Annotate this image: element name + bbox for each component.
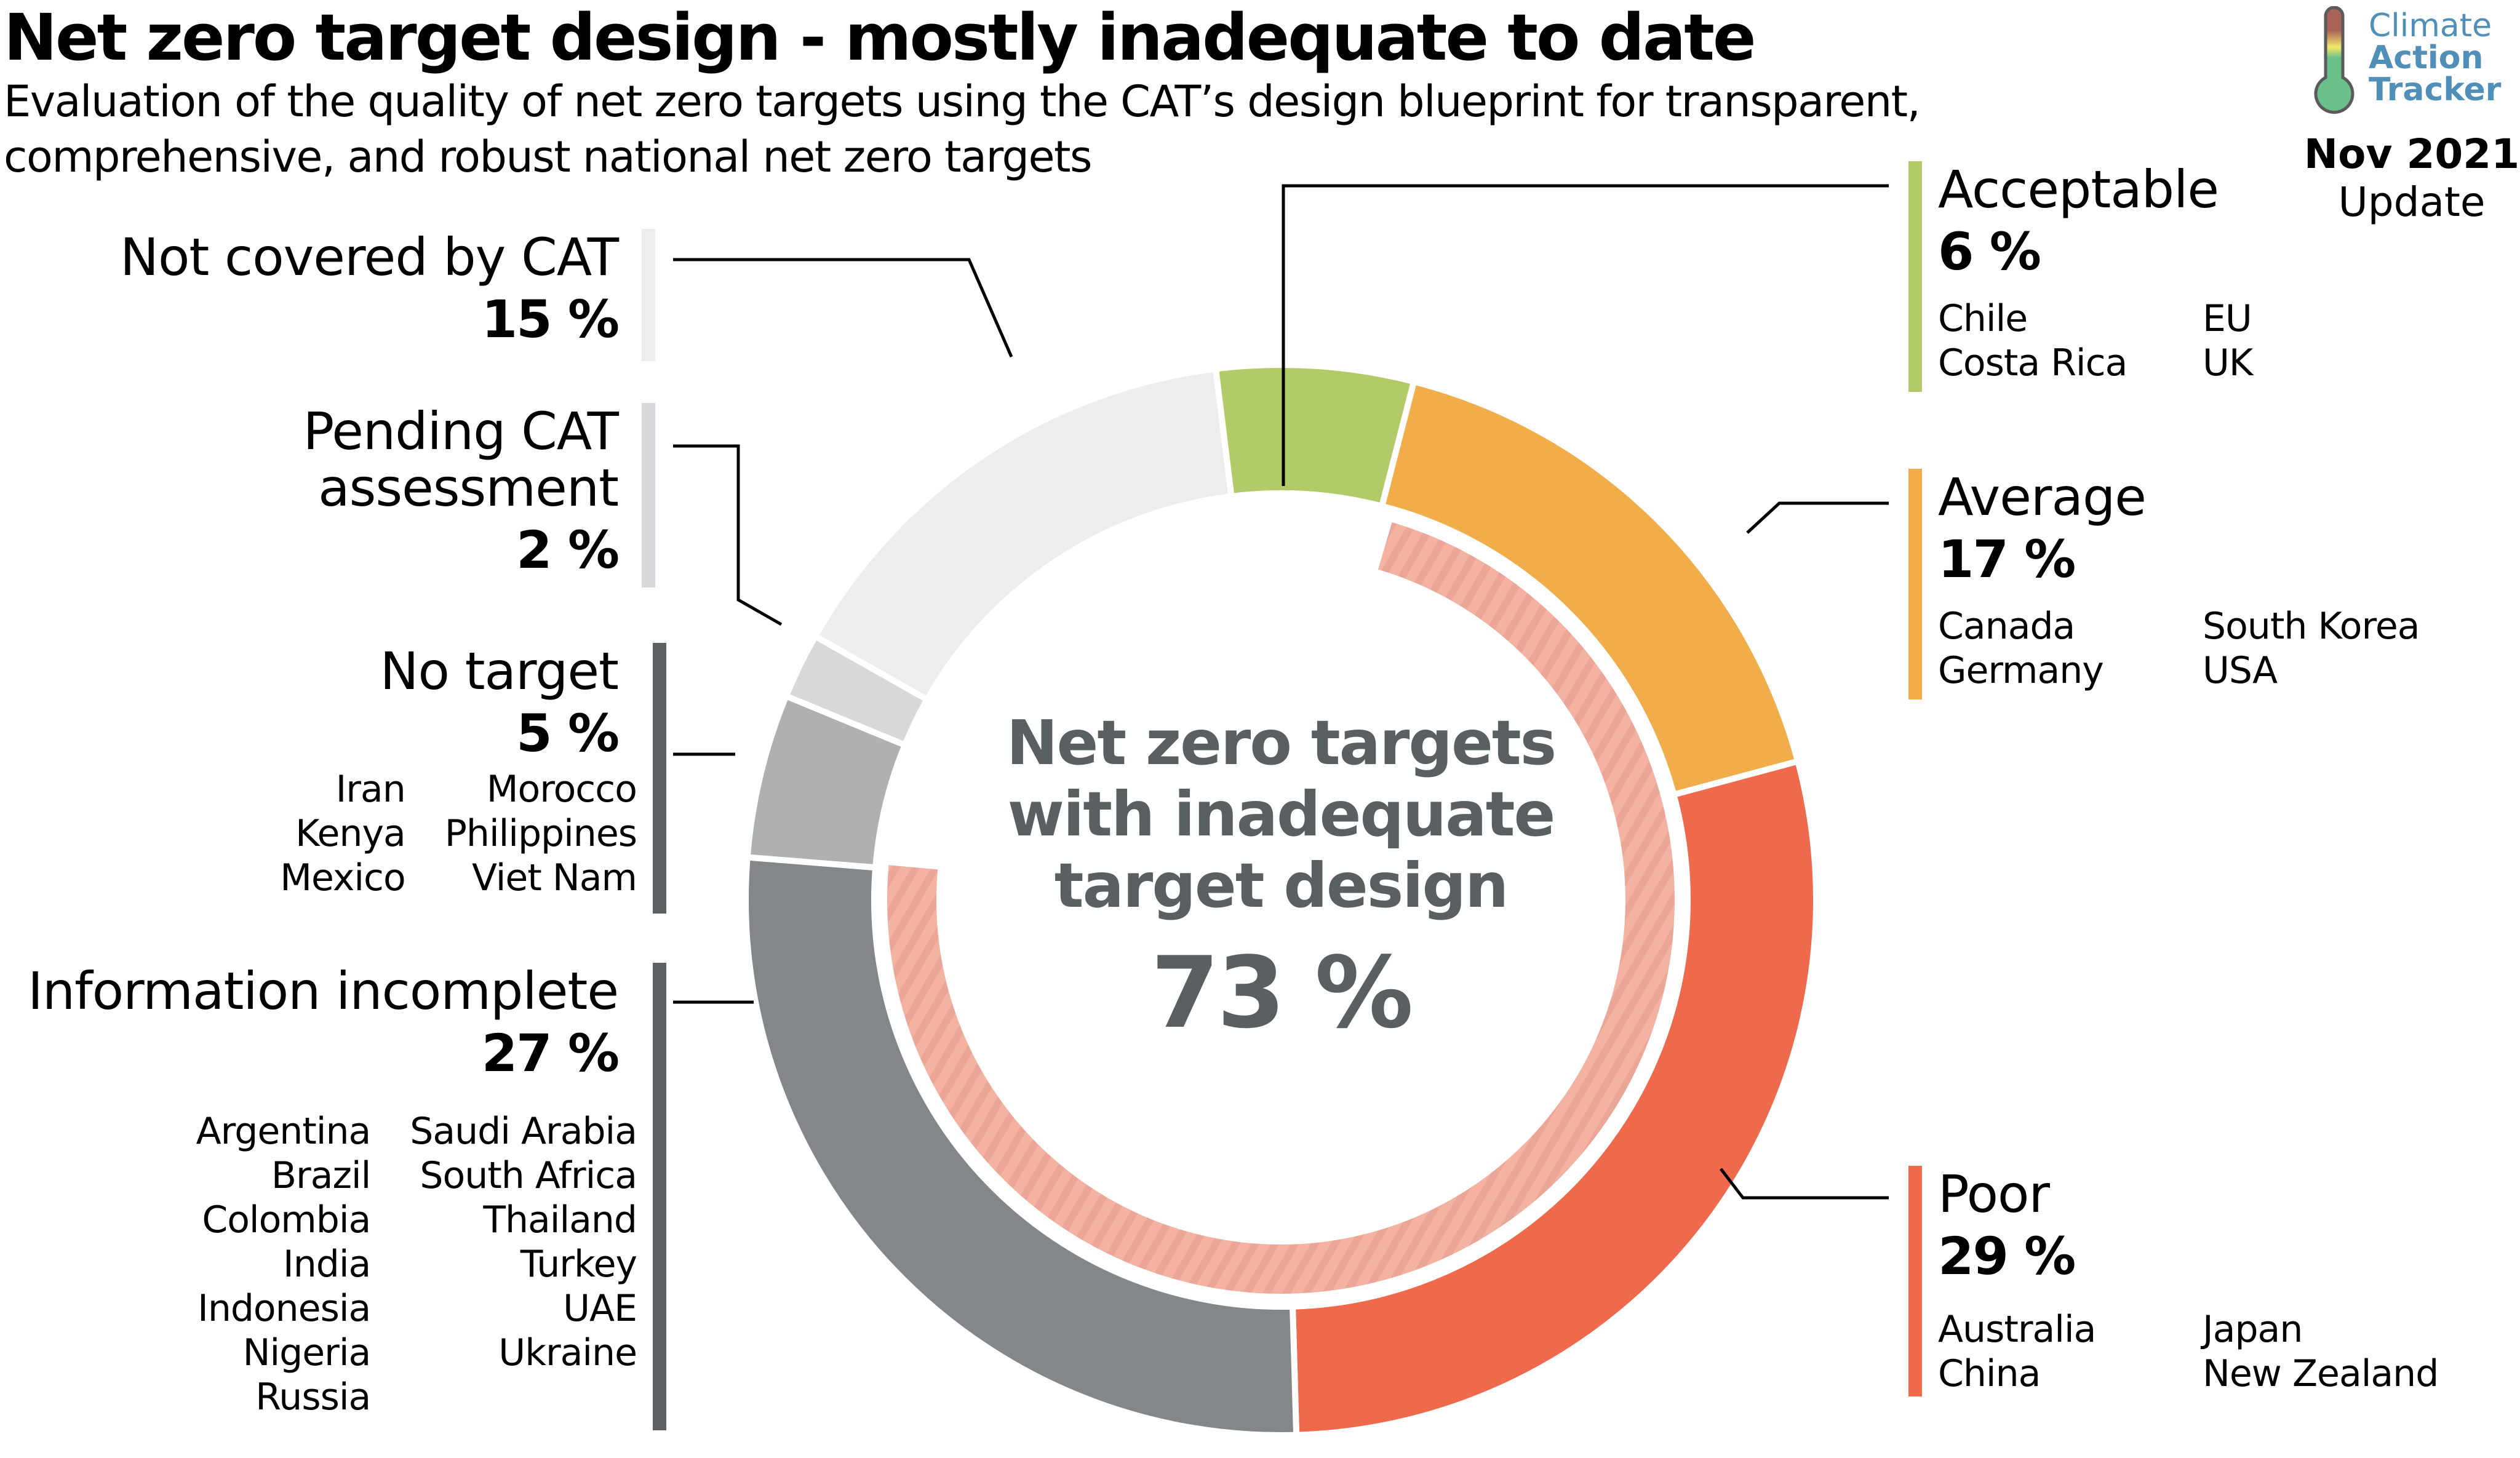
legend-color-bar	[653, 643, 666, 914]
country-item: Morocco	[486, 768, 637, 811]
update-label: Update	[2338, 178, 2486, 226]
update-date: Nov 2021	[2303, 130, 2520, 178]
country-item: Philippines	[444, 812, 637, 855]
legend-information-incomplete: Information incomplete 27 % Argentina Sa…	[28, 961, 666, 1430]
leader-line-not-covered	[673, 258, 1013, 358]
country-list: Canada South Korea Germany USA	[1938, 604, 2420, 693]
legend-name: Information incomplete	[28, 961, 619, 1021]
legend-color-bar	[642, 229, 655, 361]
legend-color-bar	[1908, 1166, 1922, 1396]
legend-name: Acceptable	[1938, 159, 2219, 220]
country-item: South Korea	[2203, 605, 2420, 648]
country-item: Ukraine	[498, 1331, 637, 1374]
country-item: Costa Rica	[1938, 341, 2127, 384]
leader-line-acceptable	[1282, 184, 1889, 486]
country-item: Colombia	[202, 1198, 371, 1241]
center-label-line: with inadequate	[1007, 778, 1556, 850]
country-item: New Zealand	[2203, 1352, 2439, 1395]
country-item: Saudi Arabia	[410, 1110, 637, 1153]
legend-no-target: No target 5 % Iran Morocco Kenya Philipp…	[280, 641, 666, 914]
page-title: Net zero target design - mostly inadequa…	[4, 0, 1756, 75]
legend-percentage: 17 %	[1938, 529, 2076, 589]
legend-poor: Poor 29 % Australia Japan China New Zeal…	[1908, 1164, 2439, 1396]
country-item: Indonesia	[197, 1287, 371, 1330]
country-item: India	[283, 1243, 371, 1286]
page-subtitle: Evaluation of the quality of net zero ta…	[4, 76, 1921, 182]
country-item: Nigeria	[242, 1331, 372, 1374]
update-badge: Nov 2021 Update	[2276, 130, 2520, 226]
donut-segment-average	[1378, 378, 1802, 799]
country-item: Viet Nam	[471, 856, 637, 899]
center-label-line: Net zero targets	[1006, 707, 1557, 779]
country-item: South Africa	[420, 1154, 637, 1197]
legend-name: Not covered by CAT	[120, 227, 619, 287]
country-list: Iran Morocco Kenya Philippines Mexico Vi…	[280, 767, 637, 900]
legend-percentage: 6 %	[1938, 221, 2041, 282]
country-list: Chile EU Costa Rica UK	[1938, 297, 2253, 385]
country-item: Thailand	[483, 1198, 637, 1241]
legend-percentage: 29 %	[1938, 1226, 2076, 1286]
center-label: Net zero targets with inadequate target …	[960, 707, 1602, 922]
country-item: UK	[2203, 341, 2253, 384]
center-percentage: 73 %	[1150, 935, 1414, 1050]
legend-color-bar	[1908, 161, 1922, 392]
legend-acceptable: Acceptable 6 % Chile EU Costa Rica UK	[1908, 159, 2253, 392]
country-item: Russia	[255, 1376, 371, 1419]
leader-line-average	[1746, 501, 1889, 534]
country-item: Argentina	[196, 1110, 372, 1153]
legend-percentage: 5 %	[516, 703, 620, 763]
legend-percentage: 15 %	[481, 289, 620, 349]
donut-segment-poor	[1289, 757, 1819, 1438]
logo-line-tracker: Tracker	[2369, 71, 2502, 108]
country-list: Argentina Saudi Arabia Brazil South Afri…	[28, 1109, 637, 1419]
legend-name: assessment	[318, 458, 619, 518]
country-item: Canada	[1938, 605, 2075, 648]
legend-not-covered: Not covered by CAT 15 %	[120, 227, 655, 361]
country-item: USA	[2203, 649, 2278, 692]
legend-name: Pending CAT	[303, 401, 619, 461]
country-item: Iran	[335, 768, 406, 811]
leader-line-pending	[673, 444, 783, 626]
leader-line-poor	[1720, 1168, 1889, 1200]
country-item: UAE	[563, 1287, 637, 1330]
legend-average: Average 17 % Canada South Korea Germany …	[1908, 467, 2420, 699]
cat-logo: Climate Action Tracker	[2307, 6, 2520, 117]
country-list: Australia Japan China New Zealand	[1938, 1307, 2439, 1396]
country-item: Australia	[1938, 1308, 2096, 1351]
legend-name: No target	[380, 641, 619, 701]
legend-color-bar	[642, 403, 655, 588]
country-item: Mexico	[280, 856, 406, 899]
legend-name: Average	[1938, 467, 2147, 527]
donut-segment-acceptable	[1212, 362, 1418, 510]
country-item: Brazil	[271, 1154, 371, 1197]
country-item: China	[1938, 1352, 2041, 1395]
legend-color-bar	[1908, 469, 1922, 699]
logo-line-climate: Climate	[2369, 7, 2492, 44]
logo-line-action: Action	[2369, 39, 2484, 76]
legend-pending: Pending CAT assessment 2 %	[303, 401, 655, 588]
country-item: Chile	[1938, 297, 2028, 340]
legend-percentage: 27 %	[481, 1023, 620, 1083]
country-item: Turkey	[520, 1243, 637, 1286]
donut-segment-not-covered-by-cat	[811, 365, 1235, 704]
center-label-line: target design	[1054, 850, 1509, 922]
donut-segment-information-incomplete	[743, 854, 1300, 1439]
legend-name: Poor	[1938, 1164, 2050, 1224]
country-item: Japan	[2203, 1308, 2303, 1351]
thermometer-icon	[2314, 6, 2355, 114]
legend-color-bar	[653, 963, 666, 1430]
country-item: Germany	[1938, 649, 2104, 692]
country-item: Kenya	[295, 812, 406, 855]
country-item	[410, 1375, 637, 1419]
country-item: EU	[2203, 297, 2252, 340]
legend-percentage: 2 %	[516, 520, 620, 580]
